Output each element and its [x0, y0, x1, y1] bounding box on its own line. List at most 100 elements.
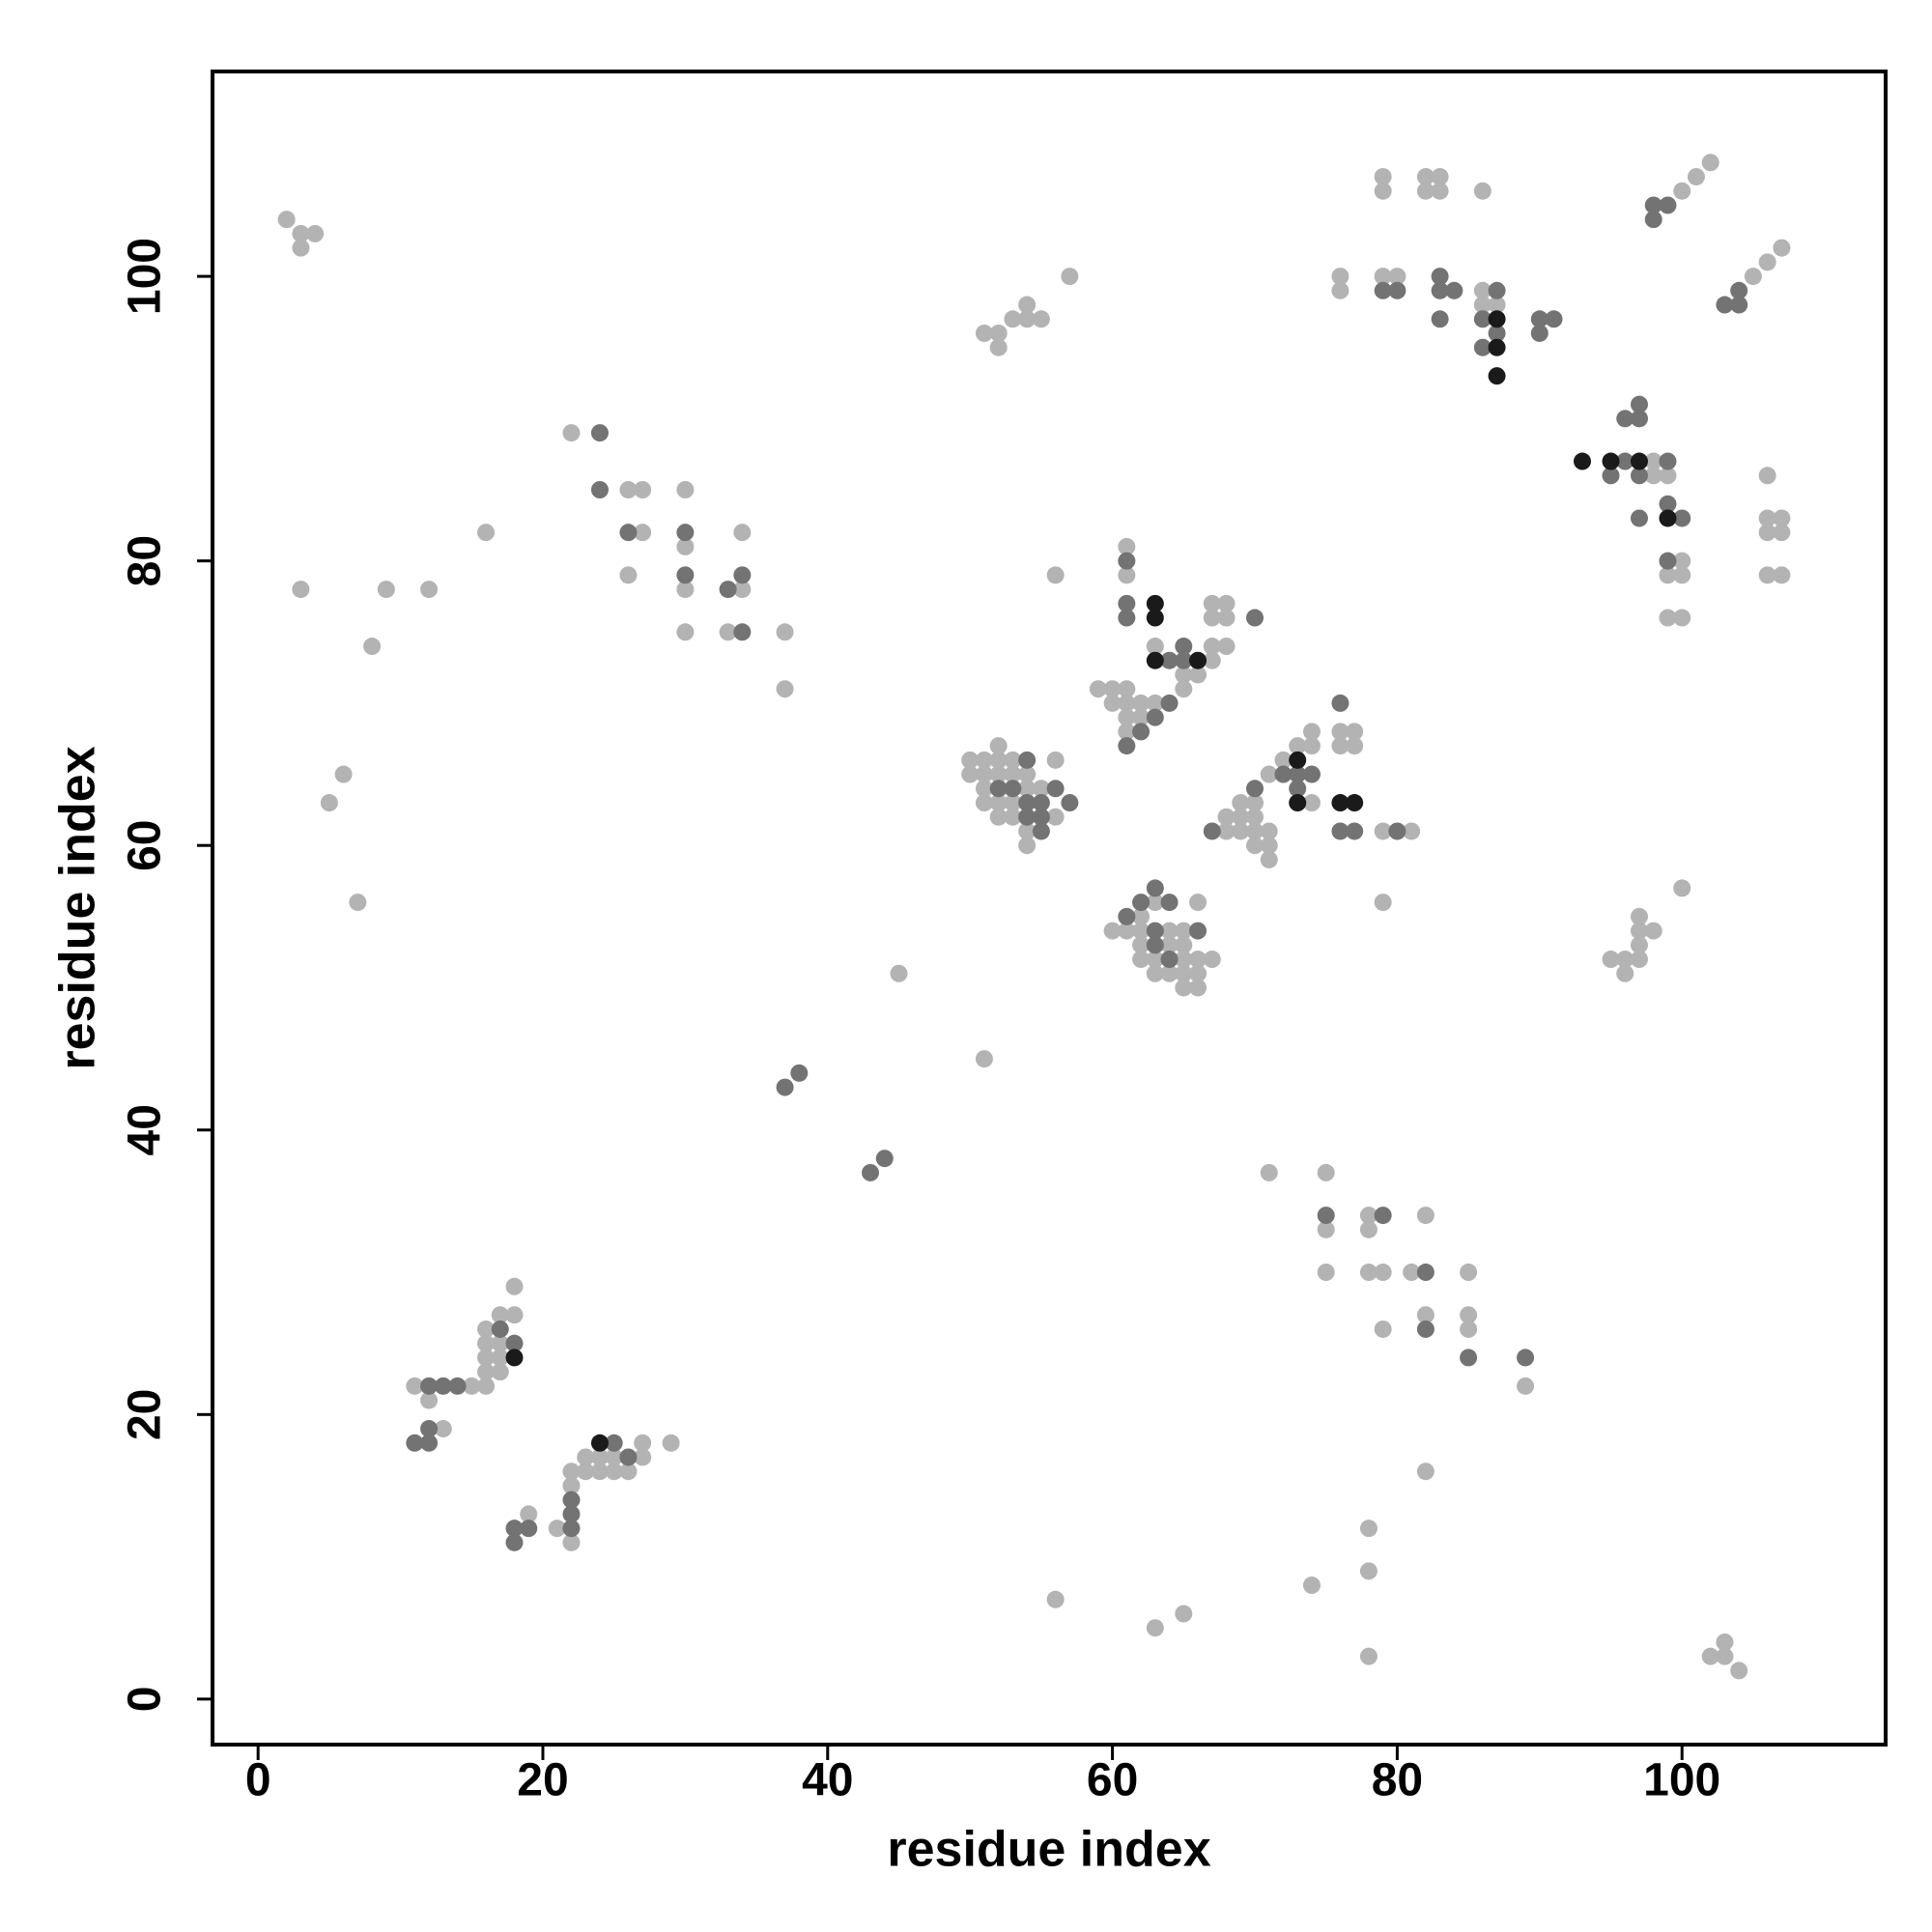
point: [1488, 324, 1506, 342]
point: [1359, 1520, 1378, 1538]
point: [875, 1150, 894, 1168]
point: [491, 1320, 509, 1338]
point: [1488, 310, 1506, 328]
point: [1146, 594, 1164, 612]
point: [1245, 822, 1264, 840]
point: [1203, 594, 1221, 612]
point: [1374, 1207, 1392, 1225]
point: [1118, 922, 1136, 940]
point: [1602, 951, 1620, 969]
point: [406, 1434, 424, 1452]
point: [1245, 780, 1264, 798]
point: [1118, 552, 1136, 570]
point: [1089, 680, 1107, 698]
point: [676, 537, 695, 555]
point: [1203, 951, 1221, 969]
point: [1530, 324, 1548, 342]
point: [634, 481, 652, 498]
point: [477, 1349, 496, 1367]
point: [989, 751, 1008, 769]
point: [292, 581, 310, 599]
point: [1659, 566, 1677, 584]
point: [1416, 182, 1435, 200]
point: [1630, 395, 1648, 413]
point: [1445, 281, 1463, 299]
point: [1245, 808, 1264, 826]
point: [1374, 1264, 1392, 1282]
point: [1331, 268, 1350, 286]
point: [1473, 281, 1492, 299]
point: [562, 1520, 581, 1538]
x-tick-label: 40: [802, 1755, 853, 1806]
point: [505, 1334, 524, 1352]
point: [1260, 765, 1278, 783]
point: [1431, 182, 1449, 200]
point: [1160, 964, 1179, 982]
point: [277, 211, 296, 229]
point: [1146, 936, 1164, 954]
point: [1118, 594, 1136, 612]
point: [1046, 780, 1065, 798]
point: [862, 1163, 880, 1181]
point: [733, 623, 752, 641]
point: [1061, 268, 1079, 286]
point: [975, 794, 993, 812]
point: [1416, 1463, 1435, 1481]
point: [1773, 239, 1791, 257]
point: [377, 581, 395, 599]
point: [975, 765, 993, 783]
x-tick-label: 60: [1087, 1755, 1138, 1806]
point: [1289, 751, 1307, 769]
point: [1018, 808, 1037, 826]
point: [676, 481, 695, 498]
point: [1189, 894, 1208, 912]
point: [1673, 509, 1691, 527]
point: [1146, 894, 1164, 912]
point: [505, 1306, 524, 1324]
x-tick-label: 80: [1372, 1755, 1423, 1806]
point: [1517, 1349, 1535, 1367]
point: [1673, 609, 1691, 627]
point: [1630, 951, 1648, 969]
point: [1217, 808, 1236, 826]
point: [1018, 780, 1037, 798]
point: [975, 1050, 993, 1068]
point: [1118, 680, 1136, 698]
point: [1374, 1320, 1392, 1338]
point: [1331, 723, 1350, 741]
point: [1189, 666, 1208, 684]
point: [1160, 651, 1179, 669]
point: [1004, 808, 1022, 826]
point: [363, 638, 382, 656]
point: [1331, 794, 1350, 812]
point: [1146, 638, 1164, 656]
point: [1146, 609, 1164, 627]
point: [1232, 822, 1250, 840]
point: [1103, 922, 1122, 940]
point: [1317, 1264, 1335, 1282]
point: [1302, 1577, 1321, 1595]
point: [1630, 907, 1648, 925]
point: [306, 224, 325, 242]
point: [548, 1520, 566, 1538]
point: [1175, 979, 1193, 997]
point: [320, 794, 338, 812]
point: [1346, 723, 1364, 741]
point: [1118, 694, 1136, 712]
point: [1175, 1605, 1193, 1623]
point: [1302, 765, 1321, 783]
point: [619, 524, 638, 542]
point: [1730, 296, 1748, 314]
point: [1203, 609, 1221, 627]
point: [1460, 1320, 1478, 1338]
point: [1118, 708, 1136, 726]
point: [619, 566, 638, 584]
point: [1488, 281, 1506, 299]
point: [1189, 979, 1208, 997]
point: [1374, 182, 1392, 200]
x-tick-label: 20: [517, 1755, 568, 1806]
point: [776, 623, 794, 641]
point: [1630, 467, 1648, 485]
x-tick-label: 0: [245, 1755, 271, 1806]
point: [505, 1520, 524, 1538]
